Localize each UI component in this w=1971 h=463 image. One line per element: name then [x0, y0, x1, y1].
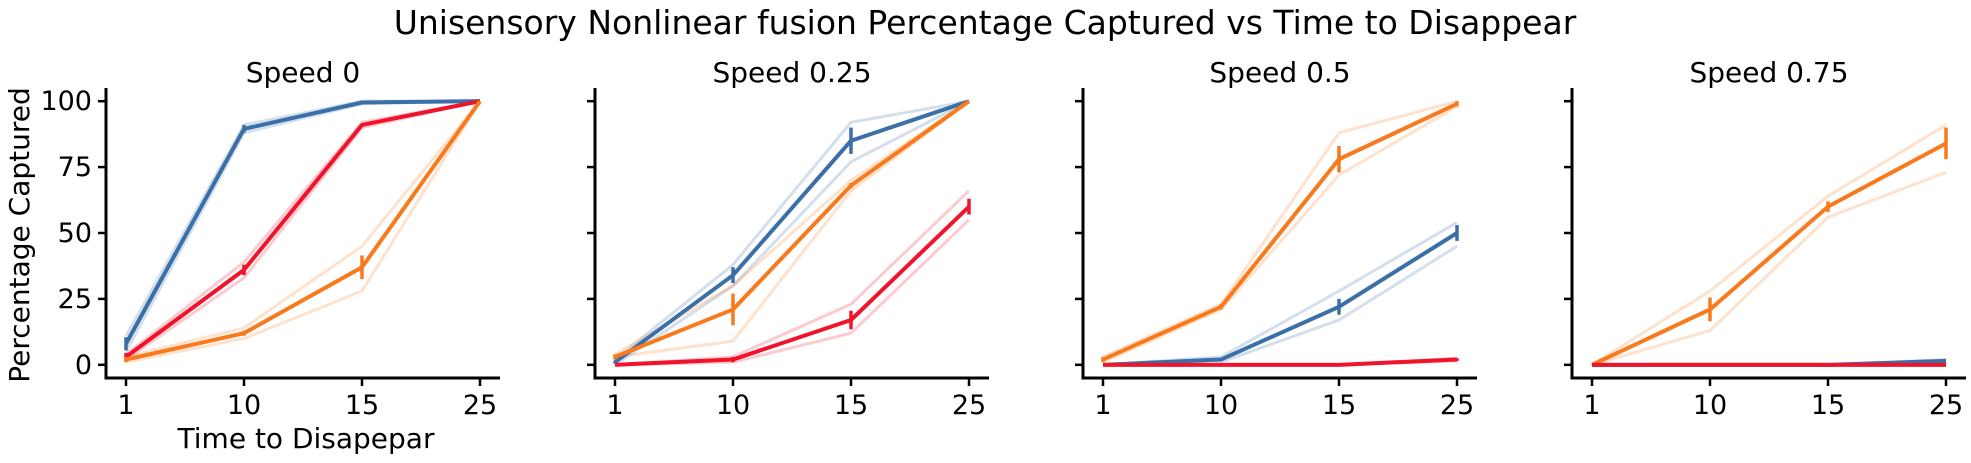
- x-tick-label: 15: [1322, 390, 1356, 421]
- series-run-line: [125, 100, 482, 359]
- panels: Speed 0 0 25 50 75 100 1 10 15 25 Speed 0.25 1 10 15 2…: [40, 56, 1966, 421]
- x-tick-label: 15: [834, 390, 868, 421]
- x-tick-label: 1: [606, 390, 623, 421]
- panel-title: Speed 0: [246, 56, 361, 89]
- y-tick-label: 0: [75, 350, 92, 381]
- series-run-line: [1591, 170, 1947, 367]
- series-line-orange: [614, 99, 971, 359]
- x-tick-label: 25: [1440, 390, 1474, 421]
- x-tick-label: 10: [716, 390, 750, 421]
- y-tick-label: 50: [58, 218, 92, 249]
- x-tick-label: 15: [345, 390, 379, 421]
- series-run-line: [1102, 105, 1458, 364]
- x-tick-label: 15: [1811, 390, 1845, 421]
- x-tick-label: 10: [1693, 390, 1727, 421]
- panel-2: Speed 0.25 1 10 15 25: [587, 56, 989, 421]
- y-axis-label: Percentage Captured: [3, 87, 36, 383]
- panel-title: Speed 0.25: [712, 56, 871, 89]
- series-run-line: [1591, 123, 1947, 367]
- y-tick-label: 100: [40, 86, 92, 117]
- x-tick-label: 1: [117, 390, 134, 421]
- panel-1: Speed 0 0 25 50 75 100 1 10 15 25: [40, 56, 500, 421]
- figure-title: Unisensory Nonlinear fusion Percentage C…: [394, 3, 1577, 42]
- series-line-red: [614, 205, 971, 367]
- panel-title: Speed 0.5: [1209, 56, 1350, 89]
- series-run-line: [125, 100, 482, 364]
- series-line-orange: [1102, 102, 1458, 362]
- series-run-line: [614, 99, 970, 361]
- series-line-orange: [125, 100, 482, 362]
- series-line-blue: [1102, 231, 1459, 367]
- series-line-orange: [1591, 141, 1947, 367]
- series-run-line: [614, 99, 970, 367]
- x-tick-label: 25: [952, 390, 986, 421]
- series-run-line: [125, 99, 481, 361]
- x-tick-label: 25: [1929, 390, 1963, 421]
- series-line-red: [124, 99, 481, 359]
- panel-3: Speed 0.5 1 10 15 25: [1075, 56, 1477, 421]
- x-tick-label: 25: [463, 390, 497, 421]
- series-run-line: [614, 99, 970, 359]
- panel-title: Speed 0.75: [1689, 56, 1848, 89]
- x-tick-label: 10: [227, 390, 261, 421]
- series-line-blue: [124, 99, 481, 345]
- x-tick-label: 1: [1583, 390, 1600, 421]
- series-line-blue: [613, 99, 970, 364]
- x-axis-label: Time to Disapepar: [177, 422, 435, 455]
- y-tick-label: 75: [58, 152, 92, 183]
- x-tick-label: 10: [1204, 390, 1238, 421]
- series-line-red: [1103, 357, 1458, 367]
- panel-4: Speed 0.75 1 10 15 25: [1564, 56, 1966, 421]
- series-run-line: [1102, 99, 1458, 359]
- x-tick-label: 1: [1094, 390, 1111, 421]
- y-tick-label: 25: [58, 284, 92, 315]
